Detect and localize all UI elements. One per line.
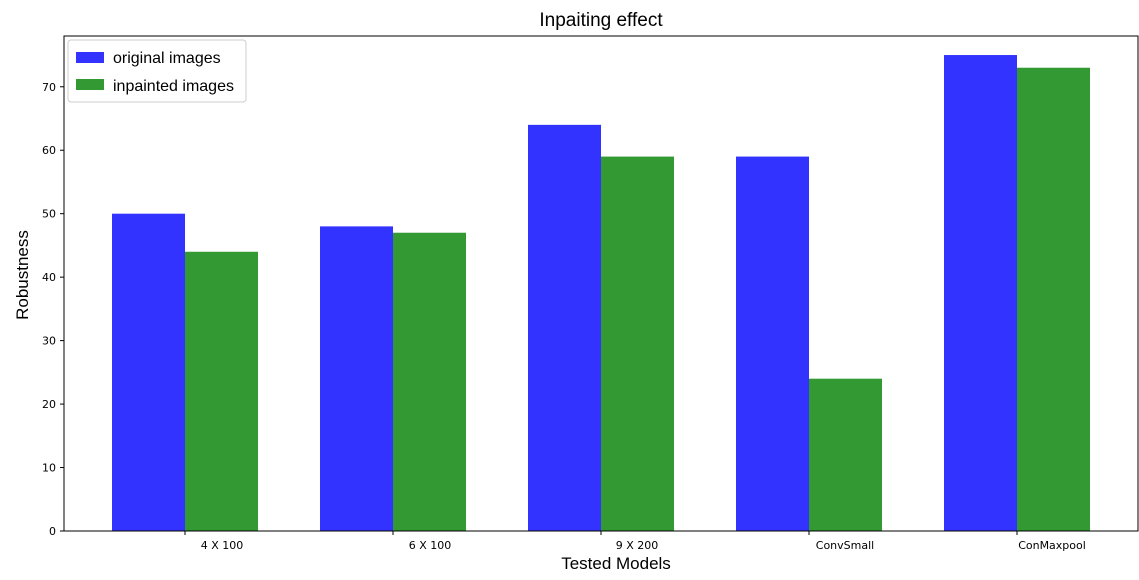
bar-original-0	[112, 213, 185, 531]
y-tick-label: 60	[42, 144, 56, 157]
legend: original images inpainted images	[67, 39, 247, 103]
legend-label-original: original images	[113, 50, 221, 67]
y-tick-label: 10	[42, 462, 56, 475]
y-tick-label: 70	[42, 81, 56, 94]
y-tick-label: 20	[42, 398, 56, 411]
bar-inpainted-3	[809, 378, 882, 531]
x-tick-label: 4 X 100	[201, 539, 244, 552]
x-tick-label: ConMaxpool	[1018, 539, 1086, 552]
bar-inpainted-0	[185, 251, 258, 531]
y-tick-label: 30	[42, 335, 56, 348]
legend-swatch-original	[76, 52, 104, 63]
chart-title: Inpaiting effect	[539, 10, 663, 31]
x-tick-label: 6 X 100	[409, 539, 452, 552]
x-tick-label: ConvSmall	[816, 539, 874, 552]
y-tick-label: 40	[42, 271, 56, 284]
y-axis-label: Robustness	[13, 230, 32, 320]
bar-original-1	[320, 226, 393, 531]
x-tick-label: 9 X 200	[616, 539, 659, 552]
legend-box	[67, 39, 247, 103]
y-tick-label: 50	[42, 208, 56, 221]
y-axis: 0 10 20 30 40 50 60 70	[42, 81, 64, 538]
bar-inpainted-4	[1017, 67, 1090, 531]
bar-original-2	[528, 124, 601, 531]
legend-label-inpainted: inpainted images	[113, 78, 234, 95]
y-tick-label: 0	[49, 525, 56, 538]
bar-original-3	[736, 156, 809, 532]
legend-swatch-inpainted	[76, 79, 104, 90]
bar-original-4	[944, 55, 1017, 532]
bars-layer	[112, 55, 1090, 532]
x-axis: 4 X 100 6 X 100 9 X 200 ConvSmall ConMaxpool	[184, 531, 1086, 552]
bar-inpainted-2	[601, 156, 674, 532]
bar-inpainted-1	[393, 232, 466, 531]
x-axis-label: Tested Models	[561, 554, 671, 573]
